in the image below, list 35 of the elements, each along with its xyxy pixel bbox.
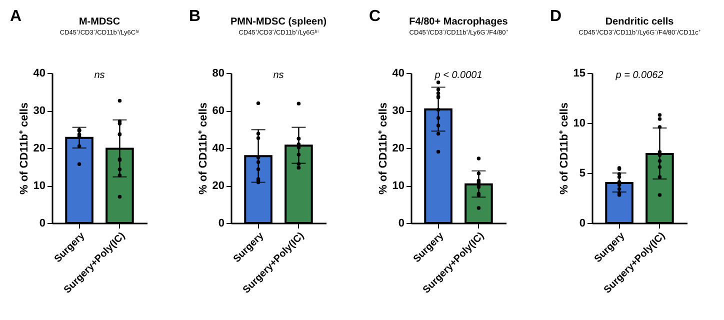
y-tick-label: 20 bbox=[33, 142, 46, 154]
y-axis-title: % of CD11b⁺ cells bbox=[197, 102, 210, 195]
y-tick-label: 10 bbox=[33, 180, 46, 192]
y-tick-label: 30 bbox=[33, 105, 46, 117]
chart-title: F4/80+ Macrophages bbox=[409, 16, 508, 28]
y-tick-label: 0 bbox=[579, 218, 586, 230]
chart-title: PMN-MDSC (spleen) bbox=[230, 16, 327, 28]
annotation: p < 0.0001 bbox=[434, 70, 482, 81]
annotation: ns bbox=[94, 70, 105, 81]
annotation: ns bbox=[273, 70, 284, 81]
text: C bbox=[369, 8, 381, 25]
text: B bbox=[189, 8, 201, 25]
y-tick-label: 30 bbox=[392, 105, 404, 117]
y-tick-label: 20 bbox=[392, 142, 404, 154]
y-tick-label: 40 bbox=[212, 142, 224, 154]
y-tick-label: 40 bbox=[392, 68, 404, 80]
y-tick-label: 0 bbox=[218, 218, 224, 230]
y-axis-title: % of CD11b⁺ cells bbox=[558, 102, 570, 195]
chart-title: Dendritic cells bbox=[605, 16, 674, 28]
y-tick-label: 20 bbox=[212, 180, 224, 192]
y-tick-label: 40 bbox=[33, 68, 46, 80]
annotation: p = 0.0062 bbox=[614, 70, 664, 81]
chart-title: M-MDSC bbox=[78, 16, 120, 28]
y-tick-label: 5 bbox=[579, 168, 586, 180]
text: D bbox=[550, 8, 562, 25]
text: A bbox=[10, 8, 22, 25]
y-tick-label: 15 bbox=[573, 68, 586, 80]
y-tick-label: 10 bbox=[392, 180, 404, 192]
y-axis-title: % of CD11b⁺ cells bbox=[18, 102, 30, 195]
y-tick-label: 0 bbox=[39, 218, 46, 230]
y-tick-label: 10 bbox=[573, 118, 586, 130]
y-tick-label: 80 bbox=[212, 68, 224, 80]
y-axis-title: % of CD11b⁺ cells bbox=[377, 102, 390, 195]
y-tick-label: 60 bbox=[212, 105, 224, 117]
y-tick-label: 0 bbox=[398, 218, 404, 230]
